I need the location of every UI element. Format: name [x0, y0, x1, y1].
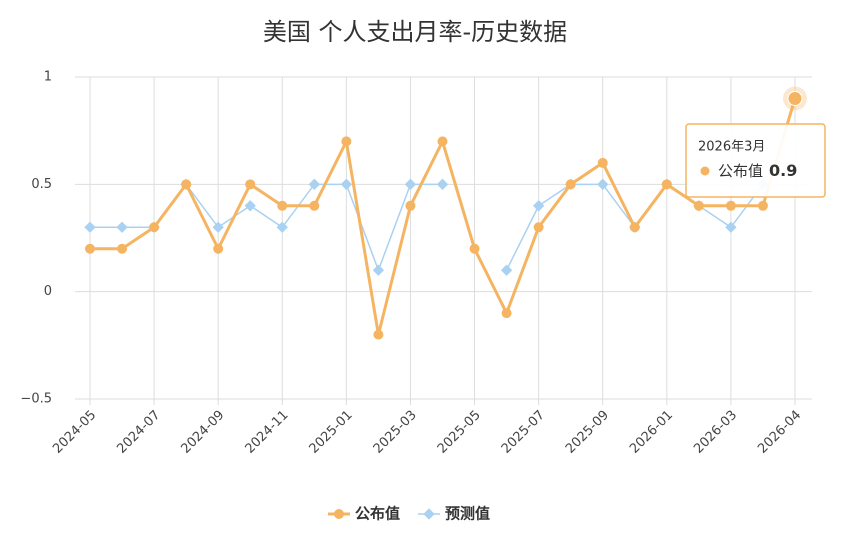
data-point [277, 200, 288, 211]
tooltip-label: 公布值 0.9 [718, 161, 797, 180]
data-point [373, 329, 384, 340]
y-tick-label: −0.5 [20, 392, 52, 407]
data-point [244, 200, 256, 212]
data-point [212, 221, 224, 233]
data-point [500, 264, 513, 276]
tooltip-series: 公布值 [718, 162, 763, 180]
data-point [308, 178, 320, 190]
legend: 公布值 预测值 [328, 505, 490, 523]
data-point [309, 200, 320, 211]
data-point [404, 178, 417, 190]
data-point [149, 222, 160, 233]
data-point [340, 178, 353, 190]
y-tick-label: 0 [44, 284, 52, 299]
data-point [629, 222, 640, 233]
tooltip-marker [700, 166, 710, 176]
tooltip-title: 2026年3月 [698, 140, 765, 155]
data-point [85, 243, 95, 254]
data-point [597, 178, 609, 190]
legend-marker [334, 509, 344, 519]
data-point [501, 308, 512, 319]
legend-label[interactable]: 公布值 [355, 505, 400, 523]
legend-marker [423, 508, 435, 520]
x-tick-label: 2025-03 [371, 408, 420, 457]
data-point [341, 136, 352, 147]
legend-label[interactable]: 预测值 [445, 505, 490, 523]
x-tick-label: 2024-09 [178, 408, 227, 457]
data-point [597, 157, 608, 168]
y-tick-label: 1 [44, 70, 52, 85]
data-point [757, 200, 768, 211]
x-tick-label: 2024-07 [114, 408, 163, 457]
data-point [725, 221, 737, 233]
x-tick-label: 2024-05 [50, 408, 99, 457]
x-tick-label: 2024-11 [243, 408, 292, 457]
x-tick-label: 2026-01 [627, 408, 676, 457]
tooltip-box [685, 123, 826, 198]
y-tick-label: 0.5 [31, 177, 52, 192]
x-tick-label: 2026-04 [755, 408, 804, 457]
data-point [245, 179, 256, 190]
x-tick-label: 2025-01 [307, 408, 356, 457]
data-point [437, 136, 448, 147]
data-point [181, 179, 192, 190]
x-tick-label: 2025-07 [499, 408, 548, 457]
data-point [532, 200, 545, 212]
data-point [372, 264, 385, 276]
data-point [469, 243, 480, 254]
x-tick-label: 2025-09 [563, 408, 612, 457]
data-point [116, 221, 128, 233]
data-point [117, 243, 128, 254]
chart-title: 美国 个人支出月率-历史数据 [263, 18, 567, 46]
data-point [565, 179, 576, 190]
x-tick-label: 2026-03 [691, 408, 740, 457]
data-point [436, 178, 449, 190]
data-point [533, 222, 544, 233]
data-point [693, 200, 704, 211]
data-point [661, 179, 672, 190]
data-point [725, 200, 736, 211]
data-point [405, 200, 416, 211]
x-tick-label: 2025-05 [435, 408, 484, 457]
data-point [84, 221, 96, 233]
tooltip-value: 0.9 [769, 161, 797, 180]
data-point [213, 243, 224, 254]
highlight-point [787, 90, 803, 106]
data-point [276, 221, 288, 233]
